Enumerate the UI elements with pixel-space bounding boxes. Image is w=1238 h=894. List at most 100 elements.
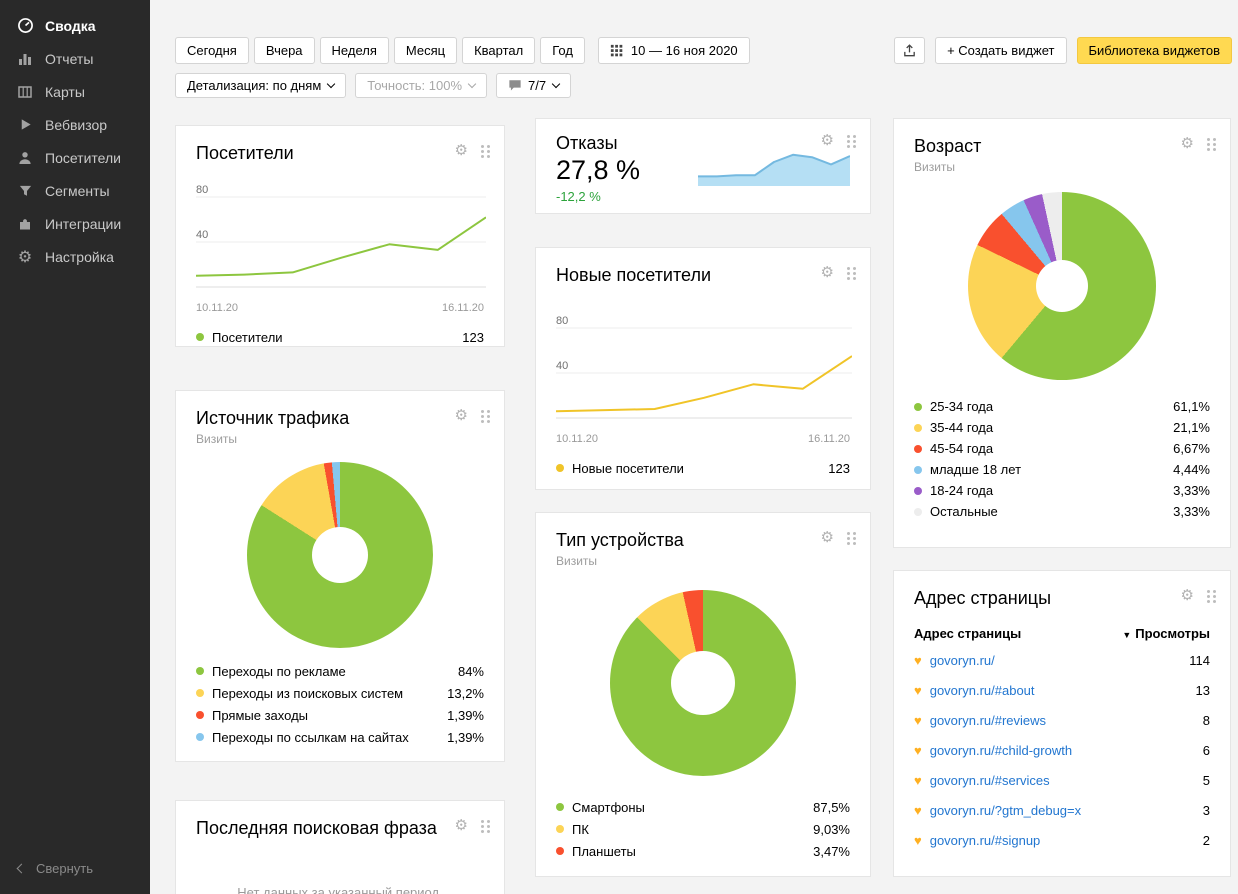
page-url-link[interactable]: govoryn.ru/#signup	[929, 832, 1041, 848]
column-header-url[interactable]: Адрес страницы	[914, 626, 1022, 641]
page-url-link[interactable]: govoryn.ru/#child-growth	[929, 742, 1073, 758]
sidebar-item-label: Интеграции	[45, 215, 122, 232]
table-row: ♥ govoryn.ru/#reviews 8	[914, 705, 1210, 735]
legend-item[interactable]: Остальные 3,33%	[914, 501, 1210, 522]
favicon-heart-icon: ♥	[914, 802, 922, 818]
legend-label: 18-24 года	[930, 483, 994, 498]
views-count: 2	[1202, 832, 1210, 848]
legend-item[interactable]: Новые посетители 123	[556, 457, 850, 479]
no-data-message: Нет данных за указанный период.	[237, 885, 443, 894]
legend-label: Новые посетители	[572, 460, 684, 476]
period-month-button[interactable]: Месяц	[393, 37, 458, 64]
sidebar-item-integrations[interactable]: Интеграции	[0, 207, 150, 240]
drag-handle-icon[interactable]	[847, 530, 850, 535]
drag-handle-icon[interactable]	[847, 133, 850, 138]
legend-label: Посетители	[212, 329, 283, 345]
widget-title: Тип устройства	[556, 530, 684, 550]
period-year-button[interactable]: Год	[540, 37, 585, 64]
accuracy-label: Точность: 100%	[367, 78, 463, 93]
legend-item[interactable]: Планшеты 3,47%	[556, 840, 850, 862]
legend-value: 87,5%	[813, 799, 850, 815]
legend-dot	[914, 402, 922, 411]
column-header-views[interactable]: ▼ Просмотры	[1122, 626, 1210, 641]
period-today-button[interactable]: Сегодня	[175, 37, 249, 64]
sidebar-item-settings[interactable]: ⚙ Настройка	[0, 240, 150, 273]
widget-library-button[interactable]: Библиотека виджетов	[1076, 37, 1232, 64]
legend-value: 123	[828, 460, 850, 476]
legend-item[interactable]: 18-24 года 3,33%	[914, 480, 1210, 501]
drag-handle-icon[interactable]	[481, 408, 484, 413]
drag-handle-icon[interactable]	[481, 143, 484, 148]
legend-value: 6,67%	[1173, 441, 1210, 456]
table-row: ♥ govoryn.ru/#signup 2	[914, 825, 1210, 855]
legend-value: 84%	[457, 663, 484, 679]
page-url-link[interactable]: govoryn.ru/#services	[929, 772, 1050, 788]
x-axis-end-label: 16.11.20	[807, 433, 850, 445]
widget-title: Отказы	[556, 133, 618, 153]
legend-item[interactable]: ПК 9,03%	[556, 818, 850, 840]
favicon-heart-icon: ♥	[914, 682, 922, 698]
sidebar-item-segments[interactable]: Сегменты	[0, 174, 150, 207]
period-quarter-button[interactable]: Квартал	[462, 37, 536, 64]
widget-settings-icon[interactable]: ⚙	[820, 132, 834, 149]
views-count: 3	[1202, 802, 1210, 818]
favicon-heart-icon: ♥	[914, 742, 922, 758]
legend-item[interactable]: 25-34 года 61,1%	[914, 396, 1210, 417]
period-week-button[interactable]: Неделя	[319, 37, 389, 64]
legend-dot	[196, 667, 204, 675]
gauge-icon	[16, 17, 34, 35]
comments-dropdown[interactable]: 7/7	[496, 73, 572, 98]
drag-handle-icon[interactable]	[847, 265, 850, 270]
sidebar-item-summary[interactable]: Сводка	[0, 9, 150, 42]
widget-settings-icon[interactable]: ⚙	[454, 817, 468, 834]
page-address-table: ♥ govoryn.ru/ 114 ♥ govoryn.ru/#about 13…	[914, 645, 1210, 855]
widget-settings-icon[interactable]: ⚙	[454, 407, 468, 424]
legend-item[interactable]: Посетители 123	[196, 326, 484, 348]
sidebar-item-maps[interactable]: Карты	[0, 75, 150, 108]
legend-item[interactable]: Переходы по рекламе 84%	[196, 660, 484, 682]
legend-item[interactable]: младше 18 лет 4,44%	[914, 459, 1210, 480]
widget-subtitle: Визиты	[914, 160, 956, 174]
chevron-down-icon	[551, 79, 561, 89]
legend-dot	[196, 711, 204, 719]
drag-handle-icon[interactable]	[1207, 136, 1210, 141]
granularity-dropdown[interactable]: Детализация: по дням	[175, 73, 347, 98]
map-icon	[16, 83, 34, 101]
widget-traffic-source: Источник трафика ⚙ Визиты Переходы по ре…	[175, 390, 505, 762]
drag-handle-icon[interactable]	[481, 818, 484, 823]
legend-item[interactable]: 45-54 года 6,67%	[914, 438, 1210, 459]
favicon-heart-icon: ♥	[914, 712, 922, 728]
date-range-picker[interactable]: 10 — 16 ноя 2020	[597, 37, 750, 64]
speech-bubble-icon	[508, 79, 522, 92]
widget-settings-icon[interactable]: ⚙	[1180, 135, 1194, 152]
sidebar-item-visitors[interactable]: Посетители	[0, 141, 150, 174]
widget-settings-icon[interactable]: ⚙	[820, 529, 834, 546]
legend-value: 13,2%	[447, 685, 484, 701]
widget-settings-icon[interactable]: ⚙	[454, 142, 468, 159]
widget-settings-icon[interactable]: ⚙	[820, 264, 834, 281]
export-icon	[902, 43, 917, 58]
page-url-link[interactable]: govoryn.ru/	[929, 652, 995, 668]
legend-item[interactable]: Переходы из поисковых систем 13,2%	[196, 682, 484, 704]
x-axis-start-label: 10.11.20	[556, 433, 599, 445]
legend-value: 3,47%	[813, 843, 850, 859]
drag-handle-icon[interactable]	[1207, 588, 1210, 593]
sidebar-collapse-button[interactable]: Свернуть	[0, 854, 150, 882]
legend-item[interactable]: Прямые заходы 1,39%	[196, 704, 484, 726]
legend-value: 123	[462, 329, 484, 345]
page-url-link[interactable]: govoryn.ru/?gtm_debug=x	[929, 802, 1082, 818]
legend-item[interactable]: Смартфоны 87,5%	[556, 796, 850, 818]
widget-settings-icon[interactable]: ⚙	[1180, 587, 1194, 604]
x-axis-start-label: 10.11.20	[196, 302, 239, 314]
page-url-link[interactable]: govoryn.ru/#about	[929, 682, 1035, 698]
period-yesterday-button[interactable]: Вчера	[253, 37, 315, 64]
favicon-heart-icon: ♥	[914, 652, 922, 668]
create-widget-button[interactable]: + Создать виджет	[935, 37, 1067, 64]
legend-item[interactable]: Переходы по ссылкам на сайтах 1,39%	[196, 726, 484, 748]
sidebar-item-reports[interactable]: Отчеты	[0, 42, 150, 75]
legend-item[interactable]: 35-44 года 21,1%	[914, 417, 1210, 438]
accuracy-dropdown[interactable]: Точность: 100%	[355, 73, 488, 98]
export-button[interactable]	[894, 37, 926, 64]
page-url-link[interactable]: govoryn.ru/#reviews	[929, 712, 1047, 728]
sidebar-item-webvisor[interactable]: Вебвизор	[0, 108, 150, 141]
